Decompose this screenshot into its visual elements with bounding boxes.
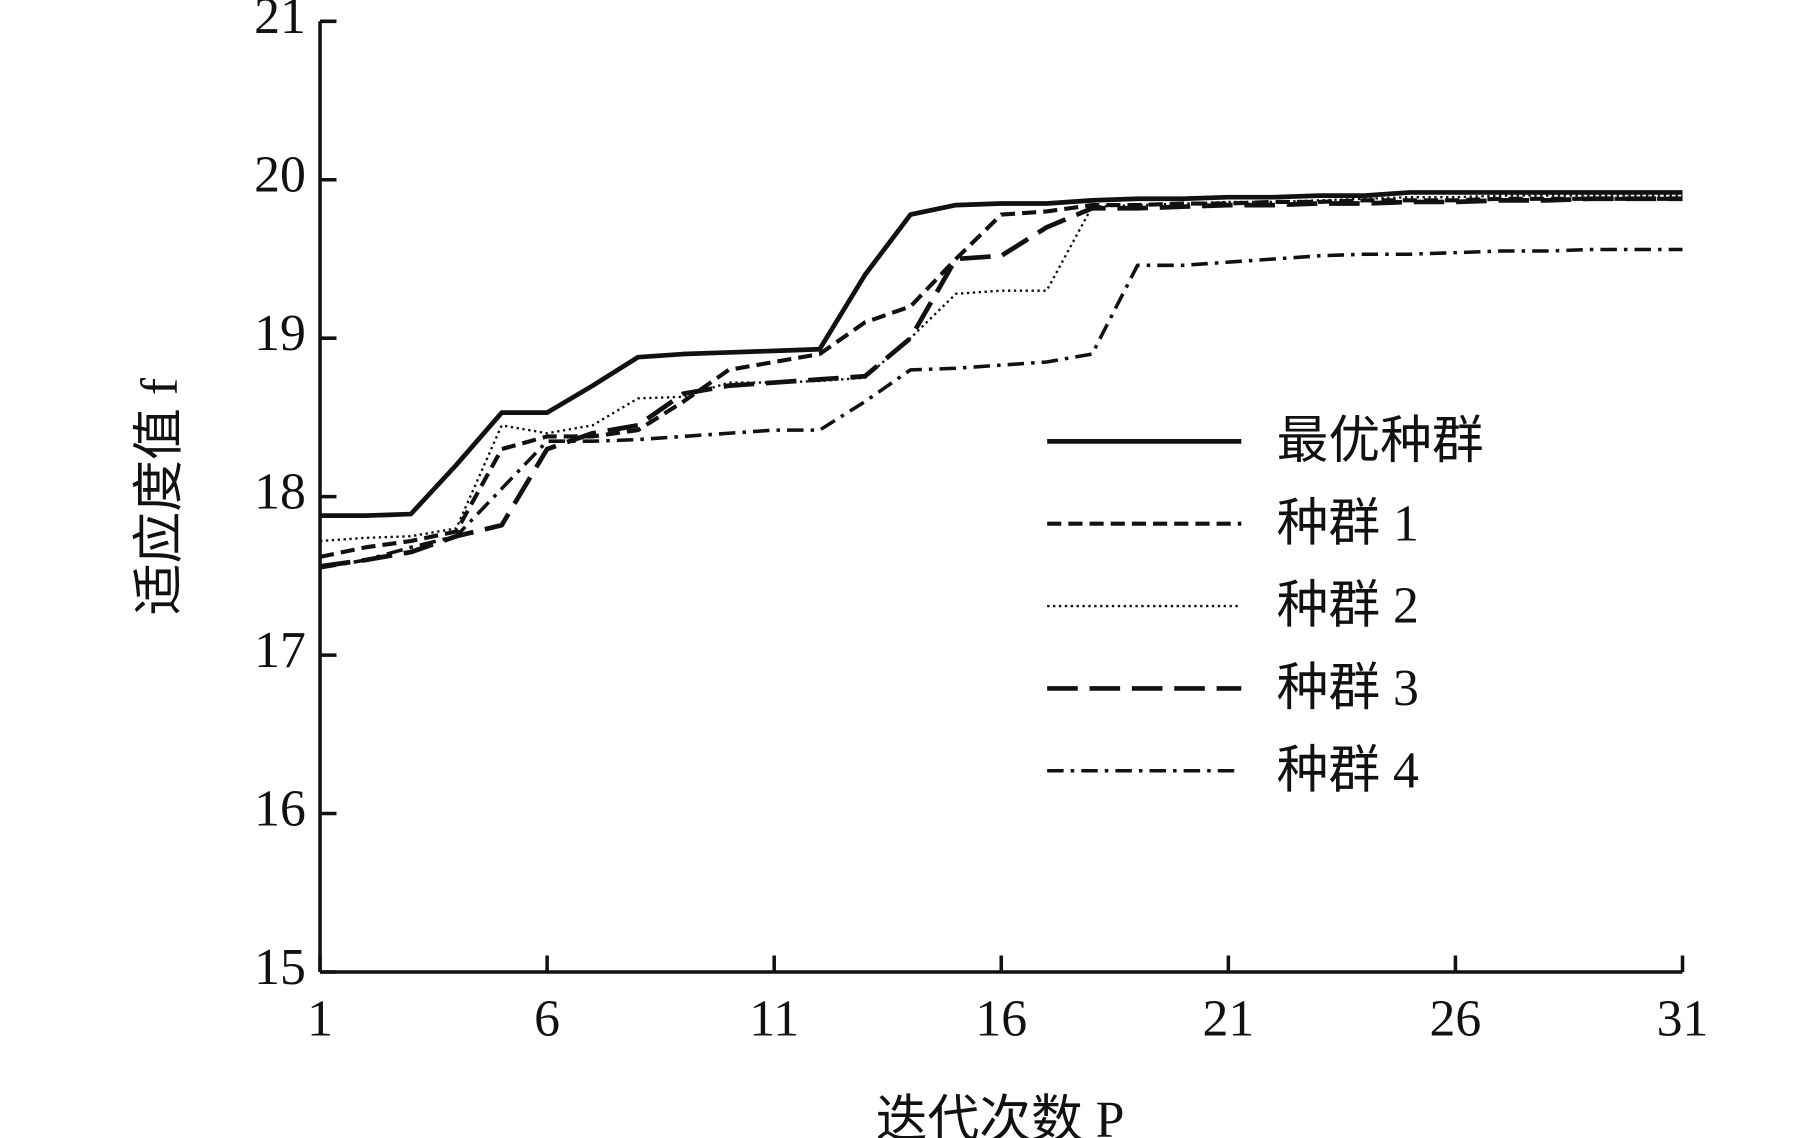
- y-tick-label: 18: [254, 464, 306, 521]
- series-line: [319, 196, 1683, 559]
- legend-label: 种群 3: [1277, 660, 1419, 717]
- x-tick-label: 26: [1430, 991, 1482, 1048]
- y-tick-label: 20: [254, 147, 306, 204]
- series-line: [319, 194, 1683, 543]
- legend-label: 种群 4: [1277, 742, 1419, 799]
- x-axis-label: 迭代次数 P: [876, 1092, 1125, 1138]
- y-axis-label: 适应度值 f: [132, 377, 189, 615]
- y-tick-label: 19: [254, 305, 306, 362]
- x-tick-label: 11: [749, 991, 799, 1048]
- y-tick-label: 17: [254, 622, 306, 679]
- series-line: [320, 190, 1683, 519]
- legend-label: 种群 1: [1277, 495, 1419, 552]
- series-line: [319, 247, 1683, 570]
- y-tick-label: 21: [254, 0, 306, 45]
- x-tick-label: 31: [1657, 991, 1709, 1048]
- series-line: [319, 196, 1683, 569]
- x-tick-label: 1: [307, 991, 333, 1048]
- legend-label: 最优种群: [1277, 413, 1484, 470]
- y-tick-label: 15: [254, 939, 306, 996]
- legend-label: 种群 2: [1277, 578, 1419, 635]
- x-tick-label: 6: [534, 991, 560, 1048]
- x-tick-label: 21: [1202, 991, 1254, 1048]
- x-tick-label: 16: [975, 991, 1027, 1048]
- y-tick-label: 16: [254, 780, 306, 837]
